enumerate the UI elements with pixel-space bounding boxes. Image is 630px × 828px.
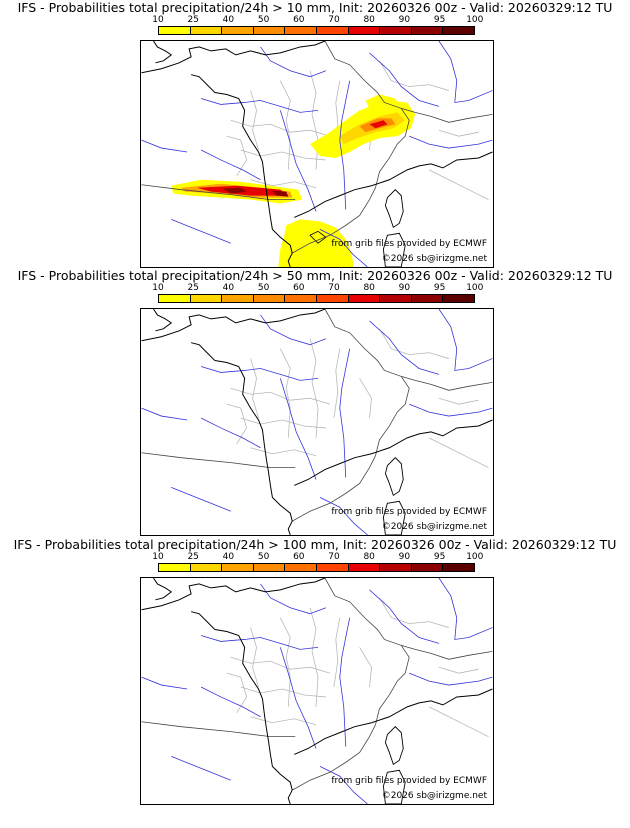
colorbar-tick-label: 40	[222, 283, 235, 293]
panel-title: IFS - Probabilities total precipitation/…	[17, 0, 613, 15]
precipitation-map: from grib files provided by ECMWF ©2026 s…	[140, 308, 494, 536]
colorbar-segment	[190, 295, 223, 302]
colorbar	[158, 294, 475, 303]
map-panel: IFS - Probabilities total precipitation/…	[0, 268, 630, 538]
data-source-credit: from grib files provided by ECMWF	[331, 507, 487, 517]
colorbar-segment	[253, 564, 286, 571]
colorbar-segment	[411, 564, 444, 571]
precipitation-map: from grib files provided by ECMWF ©2026 s…	[140, 577, 494, 805]
colorbar-tick-label: 40	[222, 15, 235, 25]
colorbar-segment	[316, 27, 349, 34]
colorbar-segment	[348, 27, 381, 34]
colorbar-segment	[411, 27, 444, 34]
colorbar-tick-label: 10	[152, 15, 164, 25]
colorbar-tick-label: 90	[398, 552, 411, 562]
colorbar-tick-label: 80	[363, 552, 375, 562]
colorbar-tick-label: 25	[187, 552, 199, 562]
panel-title: IFS - Probabilities total precipitation/…	[13, 537, 617, 552]
colorbar-tick-label: 95	[433, 15, 446, 25]
colorbar-segment	[285, 295, 317, 302]
colorbar-segment	[190, 27, 223, 34]
colorbar-tick-label: 60	[293, 15, 305, 25]
colorbar-segment	[411, 295, 444, 302]
map-panel: IFS - Probabilities total precipitation/…	[0, 0, 630, 270]
precipitation-probability-areas	[171, 94, 416, 267]
colorbar-segment	[253, 295, 286, 302]
colorbar-tick-label: 25	[187, 283, 199, 293]
colorbar-tick-label: 40	[222, 552, 235, 562]
colorbar-tick-label: 95	[433, 552, 446, 562]
colorbar-segment	[285, 27, 317, 34]
colorbar-labels: 10 25 40 50 60 70 80 90 95 100	[140, 552, 483, 563]
colorbar-tick-label: 70	[328, 15, 340, 25]
colorbar-tick-label: 60	[293, 283, 305, 293]
colorbar-tick-label: 60	[293, 552, 305, 562]
data-source-credit: from grib files provided by ECMWF	[331, 239, 487, 249]
colorbar-tick-label: 100	[466, 15, 484, 25]
colorbar	[158, 563, 475, 572]
colorbar-segment	[190, 564, 223, 571]
colorbar-labels: 10 25 40 50 60 70 80 90 95 100	[140, 15, 483, 26]
colorbar-tick-label: 50	[257, 283, 270, 293]
map-panel: IFS - Probabilities total precipitation/…	[0, 537, 630, 807]
colorbar-segment	[380, 564, 412, 571]
colorbar-segment	[443, 27, 474, 34]
map-of-france	[141, 309, 493, 535]
colorbar-segment	[316, 564, 349, 571]
colorbar-segment	[159, 27, 191, 34]
colorbar-segment	[348, 564, 381, 571]
colorbar-labels: 10 25 40 50 60 70 80 90 95 100	[140, 283, 483, 294]
colorbar-tick-label: 70	[328, 552, 340, 562]
colorbar-segment	[316, 295, 349, 302]
colorbar-segment	[253, 27, 286, 34]
colorbar-tick-label: 90	[398, 283, 411, 293]
panel-title: IFS - Probabilities total precipitation/…	[17, 268, 613, 283]
colorbar-segment	[285, 564, 317, 571]
colorbar-tick-label: 100	[466, 552, 484, 562]
colorbar-segment	[443, 564, 474, 571]
colorbar	[158, 26, 475, 35]
colorbar-tick-label: 90	[398, 15, 411, 25]
colorbar-segment	[380, 295, 412, 302]
colorbar-segment	[159, 295, 191, 302]
colorbar-tick-label: 50	[257, 552, 270, 562]
colorbar-tick-label: 100	[466, 283, 484, 293]
colorbar-tick-label: 95	[433, 283, 446, 293]
colorbar-tick-label: 25	[187, 15, 199, 25]
colorbar-tick-label: 50	[257, 15, 270, 25]
colorbar-segment	[222, 295, 254, 302]
map-of-france	[141, 578, 493, 804]
data-source-credit: from grib files provided by ECMWF	[331, 776, 487, 786]
colorbar-tick-label: 80	[363, 283, 375, 293]
colorbar-tick-label: 10	[152, 552, 164, 562]
map-of-france	[141, 41, 493, 267]
copyright-credit: ©2026 sb@irizgme.net	[381, 522, 487, 532]
copyright-credit: ©2026 sb@irizgme.net	[381, 791, 487, 801]
precipitation-map: from grib files provided by ECMWF ©2026 s…	[140, 40, 494, 268]
colorbar-segment	[222, 27, 254, 34]
colorbar-tick-label: 80	[363, 15, 375, 25]
colorbar-tick-label: 10	[152, 283, 164, 293]
colorbar-segment	[380, 27, 412, 34]
colorbar-segment	[159, 564, 191, 571]
colorbar-segment	[348, 295, 381, 302]
colorbar-segment	[222, 564, 254, 571]
colorbar-segment	[443, 295, 474, 302]
copyright-credit: ©2026 sb@irizgme.net	[381, 254, 487, 264]
colorbar-tick-label: 70	[328, 283, 340, 293]
